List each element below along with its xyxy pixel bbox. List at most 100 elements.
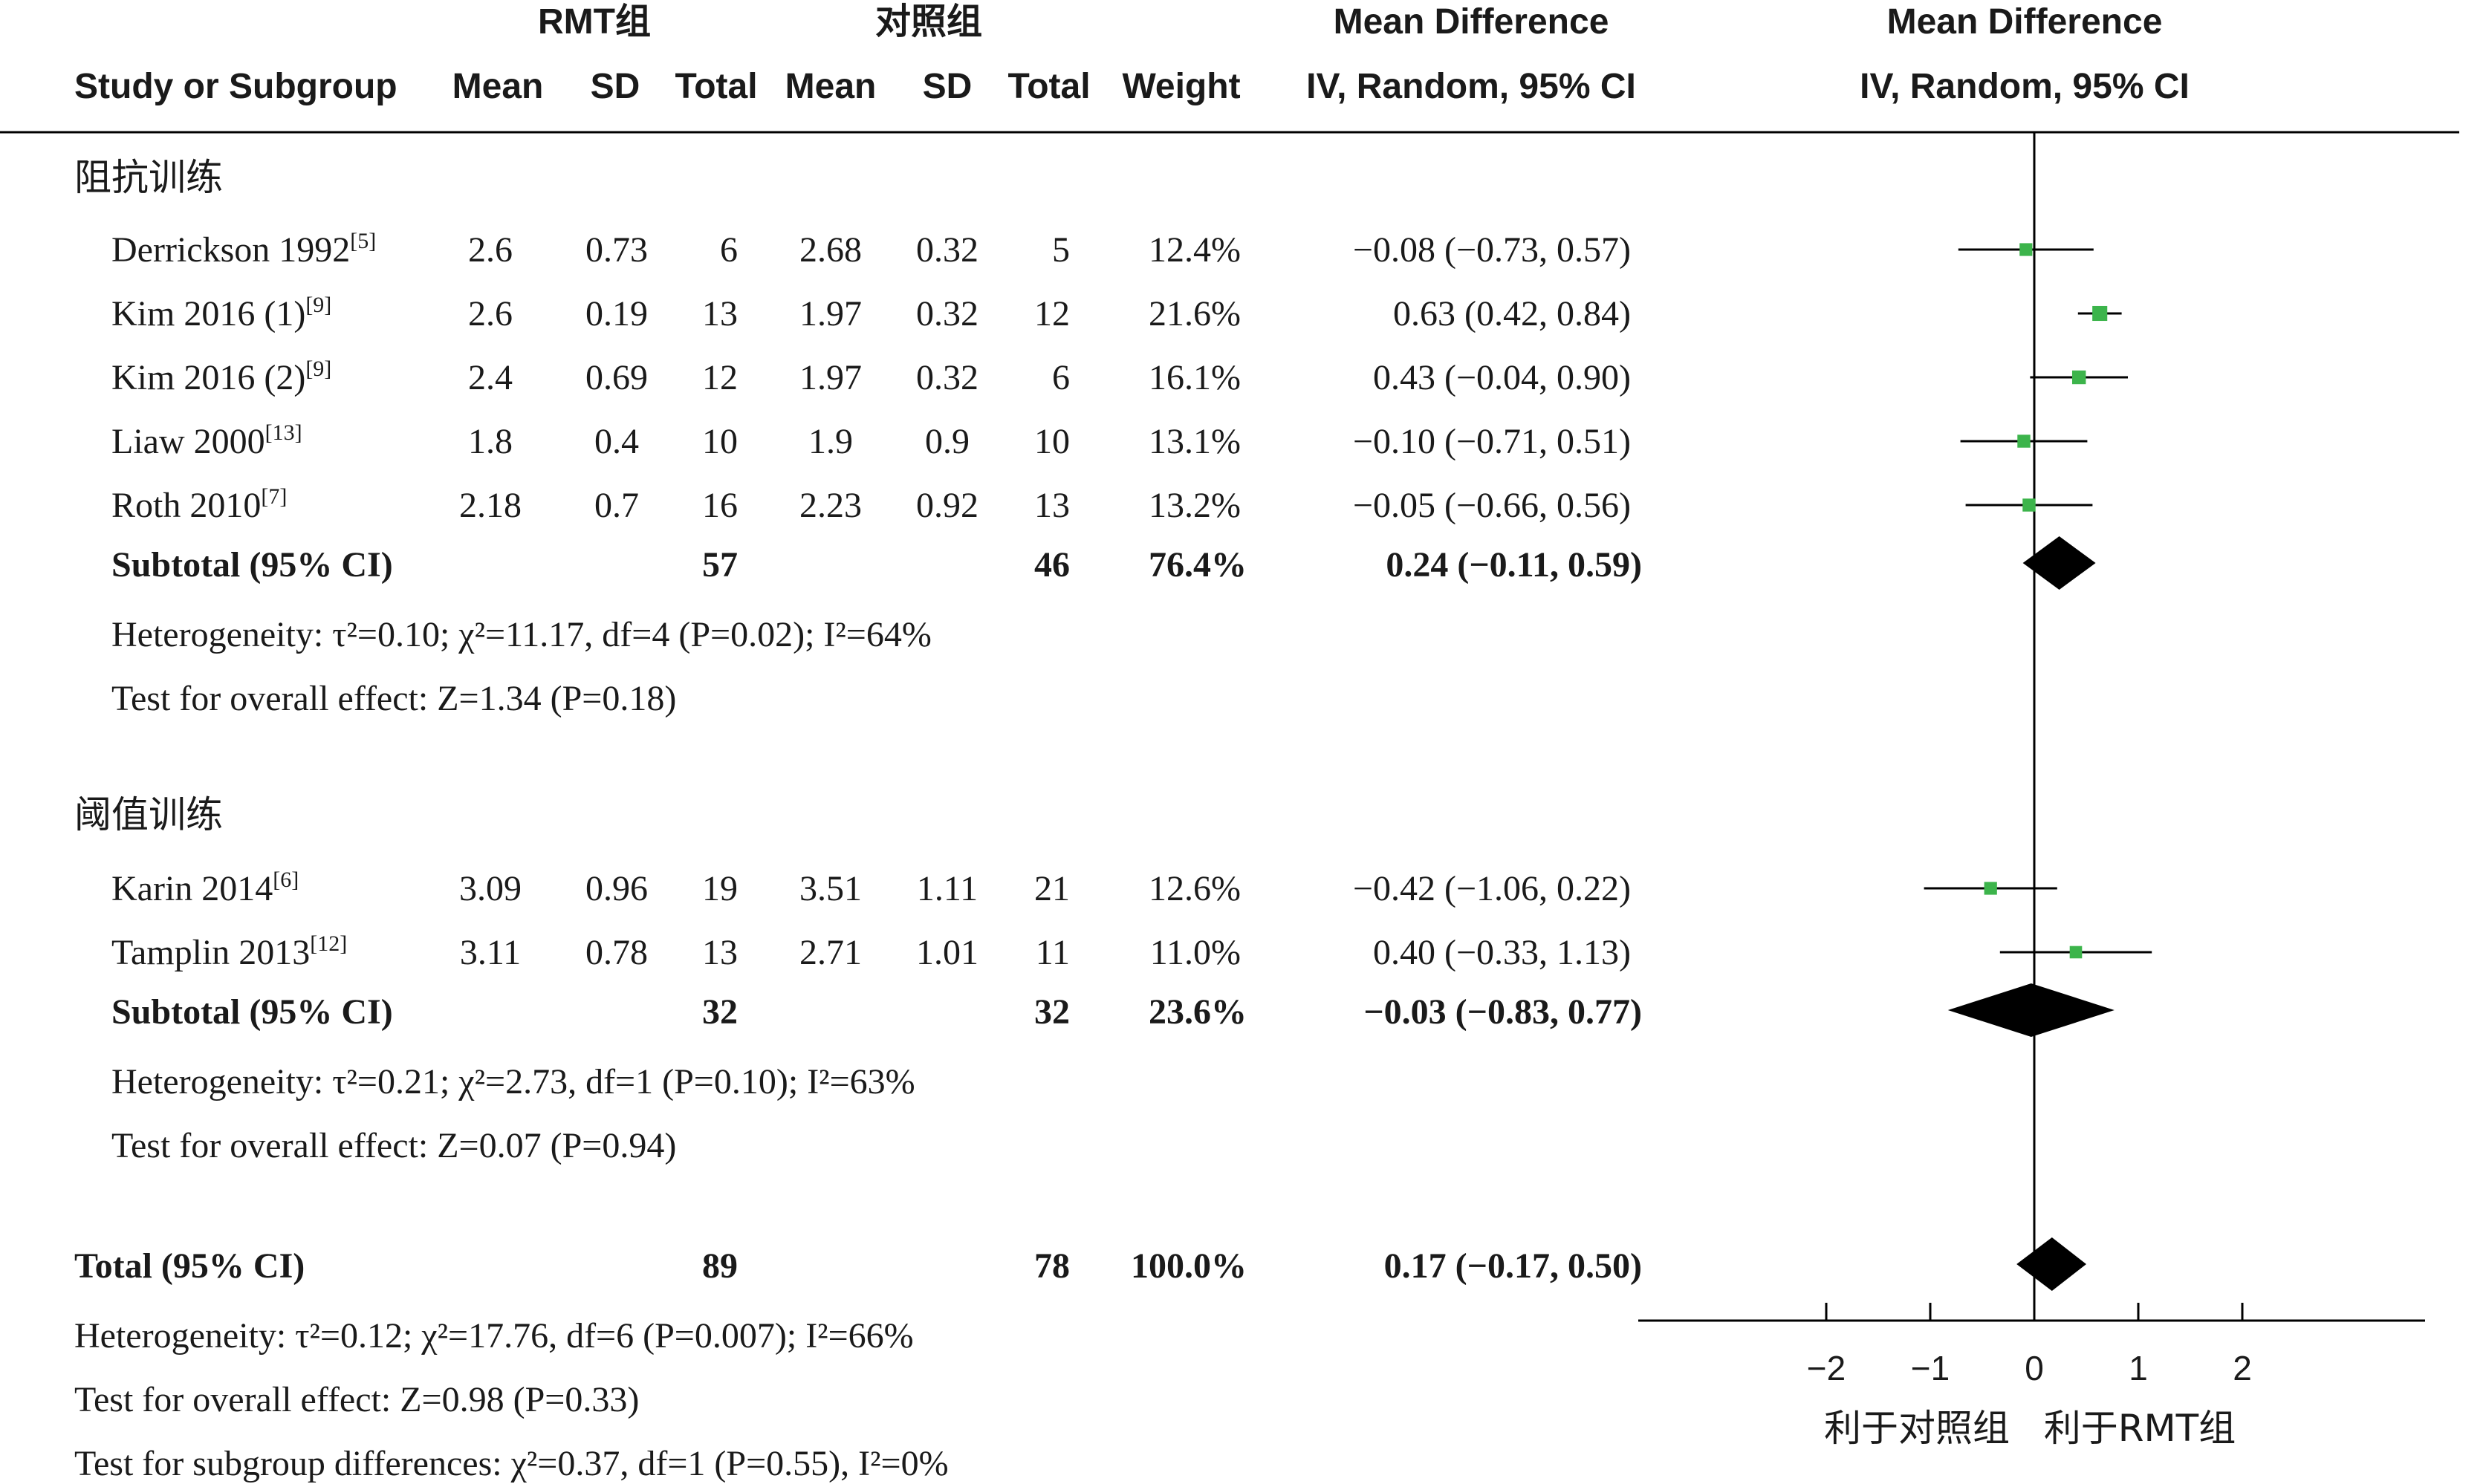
header-mean-2: Mean [785,67,877,106]
rmt-mean: 2.4 [468,358,513,397]
rmt-total: 16 [702,486,738,525]
header-plot-sub: IV, Random, 95% CI [1860,67,2190,106]
subtotal-weight: 23.6% [1149,992,1247,1032]
ctrl-mean: 2.71 [799,933,862,972]
weight-value: 13.2% [1149,486,1241,525]
rmt-mean: 2.18 [459,486,522,525]
total-ctrl-total: 78 [1034,1246,1070,1286]
rmt-total: 12 [702,358,738,397]
weight-value: 13.1% [1149,422,1241,461]
effect-box [2017,435,2031,448]
ctrl-sd: 0.9 [925,422,970,461]
x-tick-label: 0 [2025,1349,2044,1387]
total-ci-text: 0.17 (−0.17, 0.50) [1384,1246,1642,1286]
ctrl-sd: 1.11 [917,869,978,908]
header-group1: RMT组 [538,2,651,42]
ci-text: 0.43 (−0.04, 0.90) [1373,358,1631,397]
favours-left: 利于对照组 [1824,1407,2010,1450]
effect-box [2022,498,2036,512]
study-label: Karin 2014[6] [111,868,299,908]
subtotal-ctrl-total: 46 [1034,545,1070,585]
subtotal-rmt-total: 32 [702,992,738,1032]
weight-value: 11.0% [1150,933,1241,972]
study-label: Liaw 2000[13] [111,420,302,461]
effect-box [2071,370,2086,385]
rmt-sd: 0.73 [585,230,648,270]
effect-box [1984,882,1997,895]
ci-text: −0.08 (−0.73, 0.57) [1353,230,1631,270]
ctrl-sd: 0.92 [916,486,979,525]
header-group2: 对照组 [875,2,982,42]
ctrl-total: 13 [1034,486,1070,525]
effect-box [2019,243,2033,256]
x-tick-label: −2 [1807,1349,1846,1387]
ctrl-sd: 0.32 [916,230,979,270]
x-tick-label: −1 [1911,1349,1950,1387]
subgroup-overall-effect: Test for overall effect: Z=1.34 (P=0.18) [111,679,676,718]
rmt-sd: 0.7 [594,486,639,525]
rmt-total: 19 [702,869,738,908]
rmt-total: 6 [720,230,738,270]
study-label: Tamplin 2013[12] [111,931,347,972]
effect-box [2069,946,2083,959]
ctrl-mean: 1.97 [799,358,862,397]
header-total-1: Total [675,67,757,106]
weight-value: 21.6% [1149,294,1241,333]
footer-line: Test for overall effect: Z=0.98 (P=0.33) [74,1380,639,1419]
study-label: Kim 2016 (2)[9] [111,357,331,397]
rmt-total: 13 [702,294,738,333]
subtotal-rmt-total: 57 [702,545,738,585]
total-rmt-total: 89 [702,1246,738,1286]
header-effect-title: Mean Difference [1334,2,1609,42]
rmt-sd: 0.4 [594,422,639,461]
ctrl-total: 10 [1034,422,1070,461]
ci-text: −0.10 (−0.71, 0.51) [1353,422,1631,461]
rmt-mean: 2.6 [468,230,513,270]
weight-value: 16.1% [1149,358,1241,397]
subtotal-ci-text: 0.24 (−0.11, 0.59) [1386,545,1642,585]
ctrl-mean: 2.68 [799,230,862,270]
ctrl-sd: 1.01 [916,933,979,972]
subtotal-label: Subtotal (95% CI) [111,992,393,1032]
rmt-sd: 0.78 [585,933,648,972]
subtotal-ci-text: −0.03 (−0.83, 0.77) [1363,992,1642,1032]
header-study: Study or Subgroup [74,67,397,106]
rmt-mean: 2.6 [468,294,513,333]
subtotal-diamond [2022,536,2096,590]
ci-text: 0.40 (−0.33, 1.13) [1373,933,1631,972]
ctrl-sd: 0.32 [916,294,979,333]
header-weight: Weight [1122,67,1240,106]
ctrl-mean: 2.23 [799,486,862,525]
header-mean-1: Mean [452,67,544,106]
ctrl-total: 5 [1052,230,1070,270]
subgroup-overall-effect: Test for overall effect: Z=0.07 (P=0.94) [111,1126,676,1165]
rmt-sd: 0.69 [585,358,648,397]
rmt-mean: 3.09 [459,869,522,908]
subtotal-label: Subtotal (95% CI) [111,545,393,585]
header-total-2: Total [1007,67,1090,106]
study-label: Kim 2016 (1)[9] [111,293,331,333]
weight-value: 12.4% [1149,230,1241,270]
subgroup-heterogeneity: Heterogeneity: τ²=0.21; χ²=2.73, df=1 (P… [111,1062,915,1101]
subtotal-ctrl-total: 32 [1034,992,1070,1032]
study-label: Derrickson 1992[5] [111,229,376,270]
rmt-sd: 0.96 [585,869,648,908]
header-plot-title: Mean Difference [1887,2,2163,42]
subgroup-title: 阈值训练 [74,793,223,836]
header-effect-sub: IV, Random, 95% CI [1306,67,1636,106]
ci-text: −0.42 (−1.06, 0.22) [1353,869,1631,908]
subgroup-heterogeneity: Heterogeneity: τ²=0.10; χ²=11.17, df=4 (… [111,615,932,654]
total-diamond [2016,1237,2086,1291]
ctrl-mean: 1.9 [808,422,853,461]
study-label: Roth 2010[7] [111,484,287,525]
rmt-total: 10 [702,422,738,461]
ctrl-mean: 3.51 [799,869,862,908]
effect-box [2092,305,2108,322]
ctrl-mean: 1.97 [799,294,862,333]
subtotal-weight: 76.4% [1149,545,1247,585]
footer-line: Test for subgroup differences: χ²=0.37, … [74,1444,949,1483]
rmt-sd: 0.19 [585,294,648,333]
ci-text: 0.63 (0.42, 0.84) [1393,294,1631,333]
ctrl-total: 11 [1036,933,1070,972]
